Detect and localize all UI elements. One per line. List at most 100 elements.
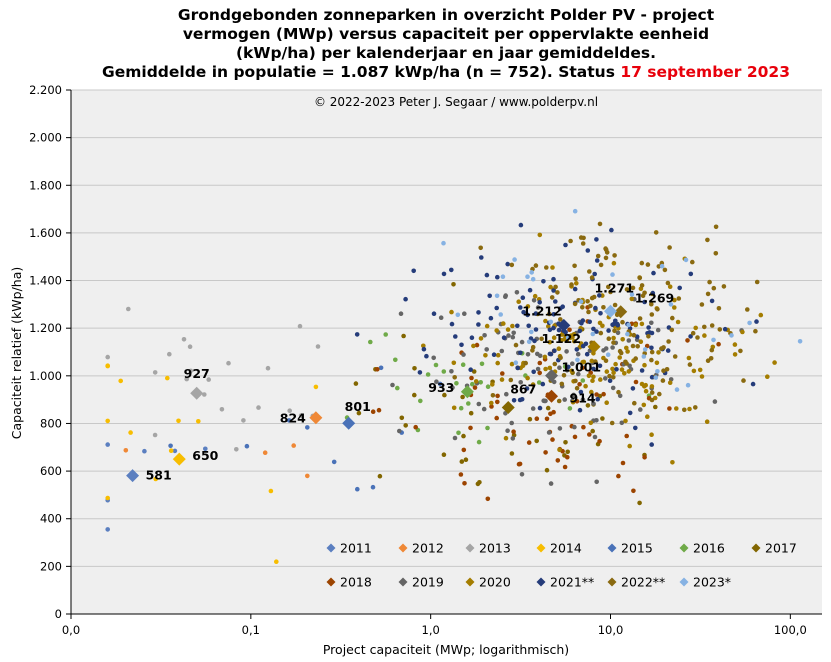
- legend-marker: [326, 577, 336, 587]
- data-point: [449, 321, 455, 327]
- data-point: [659, 263, 665, 269]
- data-point: [421, 346, 427, 352]
- data-point: [589, 358, 595, 364]
- data-point: [598, 330, 604, 336]
- data-point: [560, 304, 565, 310]
- data-point: [637, 500, 642, 506]
- data-point: [454, 381, 459, 386]
- data-point: [630, 285, 636, 291]
- data-point: [675, 319, 681, 325]
- data-point: [530, 406, 536, 411]
- data-point: [655, 307, 660, 312]
- y-tick-label: 2.200: [29, 83, 62, 97]
- data-point: [624, 287, 630, 292]
- data-point: [617, 355, 622, 360]
- data-point: [505, 261, 511, 267]
- data-point: [649, 320, 654, 326]
- data-point: [551, 325, 556, 331]
- data-point: [711, 337, 716, 343]
- data-point: [526, 339, 532, 345]
- data-point: [711, 285, 717, 291]
- legend-label: 2011: [340, 541, 372, 556]
- data-point: [627, 443, 632, 449]
- data-point: [649, 374, 655, 380]
- average-diamond-2019: [545, 369, 559, 383]
- data-point: [469, 375, 474, 381]
- data-point: [536, 380, 542, 385]
- data-point: [633, 379, 639, 385]
- data-point: [499, 377, 505, 382]
- data-point: [468, 425, 473, 431]
- data-point: [537, 232, 543, 238]
- data-point: [511, 398, 517, 403]
- data-point: [451, 282, 456, 287]
- data-point: [610, 322, 615, 328]
- average-label-2021: 1.212: [522, 303, 562, 318]
- legend-label: 2023*: [693, 575, 731, 590]
- data-point: [603, 346, 609, 351]
- data-point: [699, 302, 705, 307]
- data-point: [378, 365, 384, 371]
- data-point: [452, 375, 458, 380]
- data-point: [649, 312, 655, 317]
- data-point: [687, 362, 693, 367]
- data-point: [510, 334, 516, 340]
- data-point: [489, 400, 494, 406]
- data-point: [639, 283, 645, 288]
- data-point: [574, 347, 580, 352]
- data-point: [639, 368, 645, 373]
- data-point: [541, 279, 546, 284]
- data-point: [649, 442, 654, 447]
- legend-marker: [536, 543, 546, 553]
- average-diamond-2018: [545, 389, 559, 403]
- average-diamond-2014: [172, 452, 186, 466]
- data-point: [709, 323, 715, 328]
- data-point: [511, 330, 516, 336]
- data-point: [544, 416, 550, 422]
- data-point: [501, 335, 507, 341]
- data-point: [487, 293, 493, 299]
- legend-label: 2022**: [621, 575, 665, 590]
- data-point: [556, 398, 562, 404]
- legend-marker: [751, 543, 761, 553]
- data-point: [630, 343, 636, 349]
- legend-label: 2018: [340, 575, 372, 590]
- data-point: [590, 428, 595, 434]
- average-diamond-2023: [603, 304, 617, 318]
- data-point: [633, 356, 638, 361]
- data-point: [469, 335, 475, 341]
- data-point: [533, 311, 539, 316]
- average-diamond-2012: [309, 411, 323, 425]
- data-point: [625, 349, 630, 354]
- data-point: [558, 355, 563, 361]
- data-point: [642, 299, 647, 305]
- data-point: [313, 384, 319, 390]
- data-point: [476, 401, 482, 407]
- data-point: [449, 267, 454, 273]
- data-point: [667, 380, 673, 386]
- data-point: [505, 428, 510, 434]
- data-point: [542, 354, 548, 360]
- data-point: [455, 312, 461, 318]
- data-point: [490, 393, 496, 398]
- data-point: [606, 336, 612, 342]
- data-point: [660, 378, 666, 383]
- data-point: [555, 290, 560, 295]
- data-point: [459, 342, 464, 348]
- data-point: [505, 327, 511, 332]
- data-point: [597, 363, 603, 369]
- data-point: [511, 429, 516, 435]
- data-point: [656, 350, 661, 355]
- data-point: [729, 333, 734, 338]
- data-point: [561, 373, 567, 378]
- data-point: [611, 375, 616, 380]
- data-point: [553, 284, 558, 290]
- data-point: [586, 373, 592, 379]
- data-point: [450, 385, 455, 390]
- data-point: [642, 362, 647, 368]
- data-point: [605, 352, 611, 358]
- average-diamond-2022: [614, 305, 628, 319]
- data-point: [495, 274, 500, 280]
- data-point: [353, 381, 359, 386]
- data-point: [412, 366, 417, 371]
